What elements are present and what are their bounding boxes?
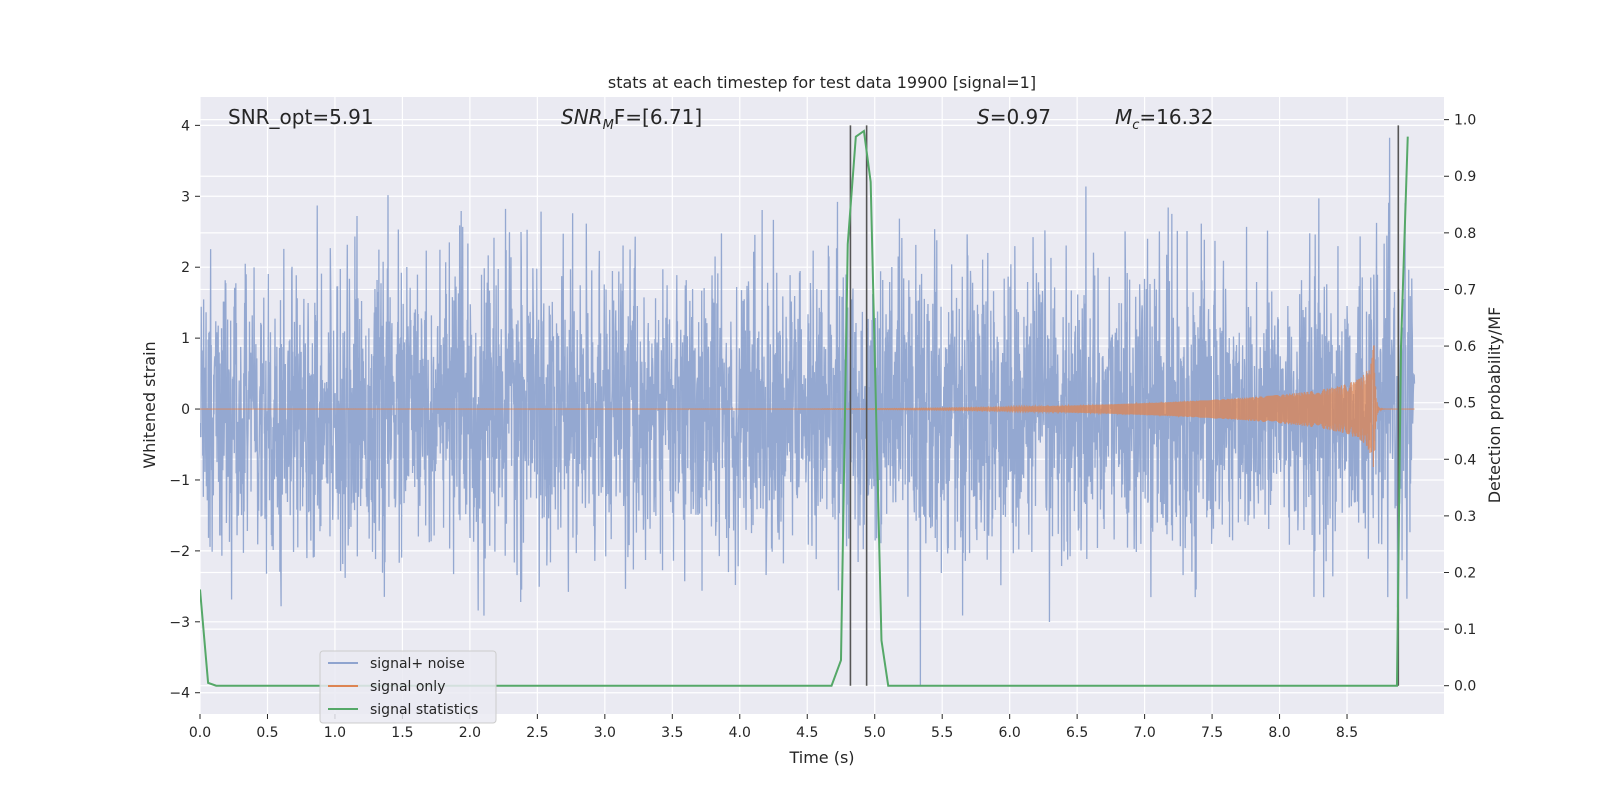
x-tick-label: 2.0 — [459, 725, 481, 741]
x-tick-label: 5.0 — [864, 725, 886, 741]
y2-tick-label: 0.9 — [1454, 169, 1476, 185]
y2-tick-label: 0.2 — [1454, 565, 1476, 581]
x-tick-label: 1.5 — [391, 725, 413, 741]
y2-tick-label: 0.4 — [1454, 452, 1476, 468]
y2-tick-label: 0.8 — [1454, 226, 1476, 242]
y-tick-label: 1 — [181, 331, 190, 347]
x-tick-label: 3.0 — [594, 725, 616, 741]
annotation-snr-mf-sub: M — [603, 118, 614, 133]
annotation-mc-rest: =16.32 — [1139, 105, 1213, 129]
legend-entry-signal-only: signal only — [370, 679, 445, 695]
x-tick-label: 0.5 — [256, 725, 278, 741]
x-axis-label: Time (s) — [788, 748, 854, 767]
x-axis-ticks: 0.0 0.5 1.0 1.5 2.0 2.5 3.0 3.5 4.0 4.5 5.0 5.5 6.0 6… — [189, 714, 1358, 741]
x-tick-label: 8.0 — [1268, 725, 1290, 741]
y-tick-label: −2 — [169, 544, 190, 560]
series-signal-noise — [200, 137, 1416, 686]
x-tick-label: 7.5 — [1201, 725, 1223, 741]
annotation-snr-mf-base: SNR — [561, 105, 603, 129]
y-tick-label: 2 — [181, 260, 190, 276]
annotation-s-rest: =0.97 — [990, 105, 1051, 129]
annotation-mc-sub: c — [1132, 118, 1139, 133]
x-tick-label: 4.5 — [796, 725, 818, 741]
x-tick-label: 2.5 — [526, 725, 548, 741]
legend-entry-signal-statistics: signal statistics — [370, 702, 478, 718]
y2-tick-label: 1.0 — [1454, 113, 1476, 129]
annotation-s: S=0.97 — [977, 105, 1051, 129]
chart-title: stats at each timestep for test data 199… — [608, 73, 1036, 92]
annotation-s-base: S — [977, 105, 990, 129]
legend-box — [319, 650, 497, 724]
y2-tick-label: 0.0 — [1454, 679, 1476, 695]
annotation-snr-mf: SNRMF=[6.71] — [561, 105, 702, 133]
y2-tick-label: 0.3 — [1454, 509, 1476, 525]
y-tick-label: 4 — [181, 118, 190, 134]
y-axis-ticks: −4 −3 −2 −1 0 1 2 3 4 — [169, 118, 200, 702]
annotation-mc-base: M — [1115, 105, 1132, 129]
series-signal-only — [200, 345, 1415, 468]
y-tick-label: 0 — [181, 402, 190, 418]
y2-tick-label: 0.1 — [1454, 622, 1476, 638]
x-tick-label: 5.5 — [931, 725, 953, 741]
x-tick-label: 0.0 — [189, 725, 211, 741]
annotation-snr-opt: SNR_opt=5.91 — [228, 105, 374, 129]
y2-tick-label: 0.6 — [1454, 339, 1476, 355]
y2-axis-ticks: 0.0 0.1 0.2 0.3 0.4 0.5 0.6 0.7 0.8 0.9 1.0 — [1444, 113, 1476, 695]
legend-entry-signal-noise: signal+ noise — [370, 656, 465, 672]
y-tick-label: −1 — [169, 473, 190, 489]
x-tick-label: 6.5 — [1066, 725, 1088, 741]
x-tick-label: 6.0 — [999, 725, 1021, 741]
y-axis-label: Whitened strain — [140, 341, 159, 468]
y2-tick-label: 0.5 — [1454, 396, 1476, 412]
annotation-snr-mf-rest: F=[6.71] — [614, 105, 702, 129]
legend: signal+ noise signal only signal statist… — [319, 650, 497, 724]
series-signal-statistics — [200, 129, 1409, 687]
y2-axis-label: Detection probability/MF — [1485, 307, 1504, 504]
x-tick-label: 1.0 — [324, 725, 346, 741]
y-tick-label: 3 — [181, 189, 190, 205]
x-tick-label: 4.0 — [729, 725, 751, 741]
x-tick-label: 8.5 — [1336, 725, 1358, 741]
y2-tick-label: 0.7 — [1454, 282, 1476, 298]
x-tick-label: 7.0 — [1133, 725, 1155, 741]
data-layer — [200, 125, 1416, 687]
x-tick-label: 3.5 — [661, 725, 683, 741]
annotation-mc: Mc=16.32 — [1115, 105, 1213, 133]
y-tick-label: −3 — [169, 615, 190, 631]
y-tick-label: −4 — [169, 686, 190, 702]
